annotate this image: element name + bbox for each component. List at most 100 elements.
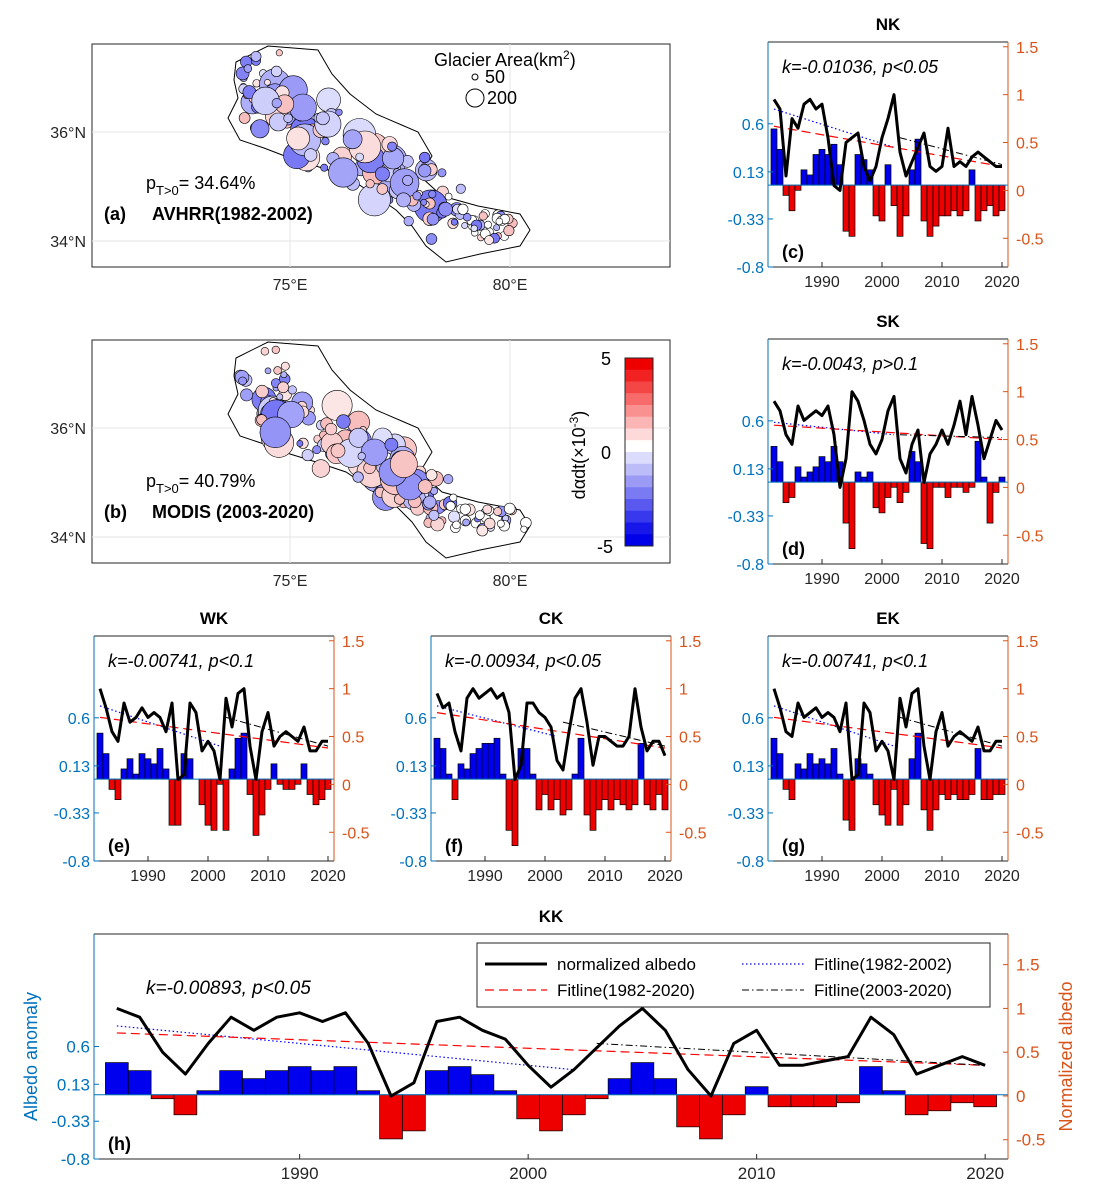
anomaly-bar [264,778,272,790]
anomaly-bar [908,758,916,780]
anomaly-bar [788,481,796,498]
glacier-circle [280,371,288,379]
chart-title: KK [539,907,564,926]
anomaly-bar [282,778,290,790]
glacier-circle [496,519,505,528]
anomaly-bar [402,1094,426,1132]
anomaly-bar [944,184,952,217]
map-b-lat-tick-36: 36°N [50,421,86,438]
anomaly-bar [904,1094,929,1116]
trend-annotation: k=-0.0043, p>0.1 [782,354,918,374]
glacier-circle [428,509,440,521]
panel-label: (d) [782,539,805,559]
colorbar-segment [625,416,653,429]
glacier-circle [238,112,251,124]
glacier-circle [312,445,322,455]
anomaly-bar [974,440,982,483]
glacier-circle [503,502,516,515]
plot-area [768,339,1008,564]
anomaly-bar [794,763,802,780]
normalized-albedo-line [435,687,667,782]
anomaly-bar [950,778,958,795]
anomaly-bar [619,778,627,806]
anomaly-bar [625,778,633,811]
legend-entry: Fitline(1982-2020) [557,981,695,1000]
anomaly-bar [962,778,970,800]
glacier-circle [348,427,369,448]
fitline-1982-2002 [116,1025,574,1071]
left-tick-label: -0.8 [736,854,764,871]
anomaly-bar [890,184,898,206]
anomaly-bar [782,778,790,790]
anomaly-bar [451,778,459,800]
glacier-circle [445,501,456,511]
panel-label: (c) [782,242,804,262]
anomaly-bar [818,758,826,780]
anomaly-bar [776,149,784,186]
x-tick-label: 2010 [924,571,960,588]
glacier-circle [250,119,270,139]
map-b-lat-tick-34: 34°N [50,530,86,547]
glacier-circle [238,376,247,386]
anomaly-bar [926,481,934,550]
anomaly-bar [547,778,555,811]
anomaly-bar [800,476,808,483]
anomaly-bar [806,753,814,780]
anomaly-bar [265,1070,289,1096]
glacier-circle [419,151,431,164]
x-tick-label: 1990 [281,1164,319,1183]
anomaly-bar [920,778,928,811]
anomaly-bar [818,456,826,483]
colorbar-segment [625,452,653,465]
anomaly-bar [806,471,814,483]
right-tick-label: 0.5 [1016,433,1038,450]
anomaly-bar [132,773,140,780]
glacier-circle [328,157,359,188]
right-tick-label: 1.5 [1016,40,1038,57]
x-tick-label: 1990 [804,571,840,588]
map-b-lon-tick-75: 75°E [273,573,308,590]
right-tick-label: -0.5 [342,825,370,842]
glacier-circle [452,520,461,530]
anomaly-bar [631,778,639,806]
glacier-circle [428,190,437,199]
chart-panel-nk: 1990 2000 2010 2020 0.6 0.13 -0.33 -0.8 1.5 1 0.5 0… [728,15,1044,291]
map-a-lat-tick-34: 34°N [50,234,86,251]
anomaly-bar [562,1094,586,1116]
x-tick-label: 2000 [190,868,226,885]
right-tick-label: -0.5 [1016,231,1044,248]
map-a-title: AVHRR(1982-2002) [152,204,313,224]
glacier-circle [260,347,270,356]
right-tick-label: 0.5 [679,730,701,747]
anomaly-bar [950,1094,975,1104]
colorbar-tick-zero: 0 [601,443,611,463]
legend-circle-200 [465,88,485,108]
x-tick-label: 2020 [647,868,683,885]
chart-panel-wk: 1990 2000 2010 2020 0.6 0.13 -0.33 -0.8 1.5 1 0.5 0… [54,609,370,885]
map-b-p-stat: pT>0= 40.79% [146,471,255,496]
anomaly-bar [174,778,182,826]
glacier-circle [287,385,297,395]
anomaly-bar [481,743,489,780]
anomaly-bar [676,1094,700,1128]
left-tick-label: 0.6 [68,711,90,728]
panel-label: (g) [782,836,805,856]
glacier-circle [276,393,284,401]
anomaly-bar [105,1062,129,1096]
anomaly-bar [872,778,880,806]
anomaly-bar [860,476,868,483]
anomaly-bar [770,128,778,186]
anomaly-bar [830,748,838,780]
right-tick-label: 0 [1016,183,1025,200]
anomaly-bar [998,778,1006,795]
chart-panel-kk: 1990 2000 2010 2020 0.6 0.13 -0.33 -0.8 1.5 1 0.5 0… [21,907,1076,1183]
anomaly-bar [920,481,928,544]
anomaly-bar [433,737,441,780]
anomaly-bar [457,763,465,780]
anomaly-bar [529,773,537,780]
anomaly-bar [908,169,916,186]
plot-area [768,42,1008,267]
anomaly-bar [770,446,778,483]
anomaly-bar [950,184,958,212]
anomaly-bar [445,773,453,780]
